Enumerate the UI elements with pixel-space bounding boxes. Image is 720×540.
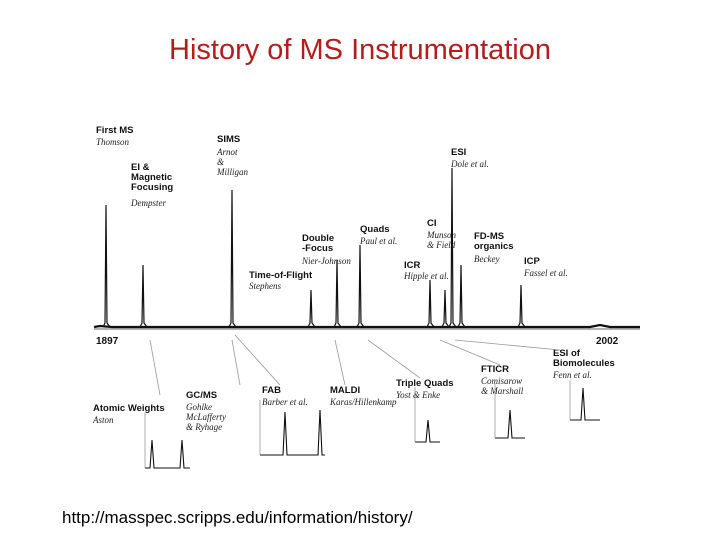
icp-label: ICP	[524, 256, 541, 267]
maldi-credit: Karas/Hillenkamp	[329, 397, 397, 407]
triple-quads-label: Triple Quads	[396, 378, 454, 389]
end-year: 2002	[596, 336, 619, 347]
time-of-flight-credit: Stephens	[249, 281, 281, 291]
fab-credit: Barber et al.	[262, 397, 308, 407]
first-ms-credit: Thomson	[96, 137, 130, 147]
first-ms-label: First MS	[96, 125, 133, 136]
quads-credit: Paul et al.	[359, 236, 397, 246]
time-of-flight-label: Time-of-Flight	[249, 270, 313, 281]
esi-label: ESI	[451, 147, 466, 158]
source-url: http://masspec.scripps.edu/information/h…	[62, 508, 413, 528]
start-year: 1897	[96, 336, 119, 347]
maldi-label: MALDI	[330, 385, 360, 396]
timeline-panel	[90, 113, 654, 478]
sims-label: SIMS	[217, 134, 240, 145]
ei-magnetic-focusing-credit: Dempster	[130, 198, 166, 208]
fab-label: FAB	[262, 385, 281, 396]
triple-quads-credit: Yost & Enke	[396, 390, 440, 400]
ci-label: CI	[427, 218, 437, 229]
double-focus-label: Double -Focus	[302, 233, 334, 254]
fd-ms-organics-credit: Beckey	[474, 254, 499, 264]
fticr-credit: Comisarow & Marshall	[481, 376, 524, 396]
icr-label: ICR	[404, 260, 421, 271]
fticr-label: FTICR	[481, 364, 509, 375]
quads-label: Quads	[360, 224, 390, 235]
atomic-weights-credit: Aston	[92, 415, 114, 425]
double-focus-credit: Nier-Johnson	[301, 256, 351, 266]
gc-ms-label: GC/MS	[186, 390, 217, 401]
icp-credit: Fassel et al.	[523, 268, 568, 278]
esi-biomolecules-credit: Fenn et al.	[552, 370, 592, 380]
esi-credit: Dole et al.	[450, 159, 489, 169]
atomic-weights-label: Atomic Weights	[93, 403, 165, 414]
icr-credit: Hipple et al.	[403, 271, 449, 281]
